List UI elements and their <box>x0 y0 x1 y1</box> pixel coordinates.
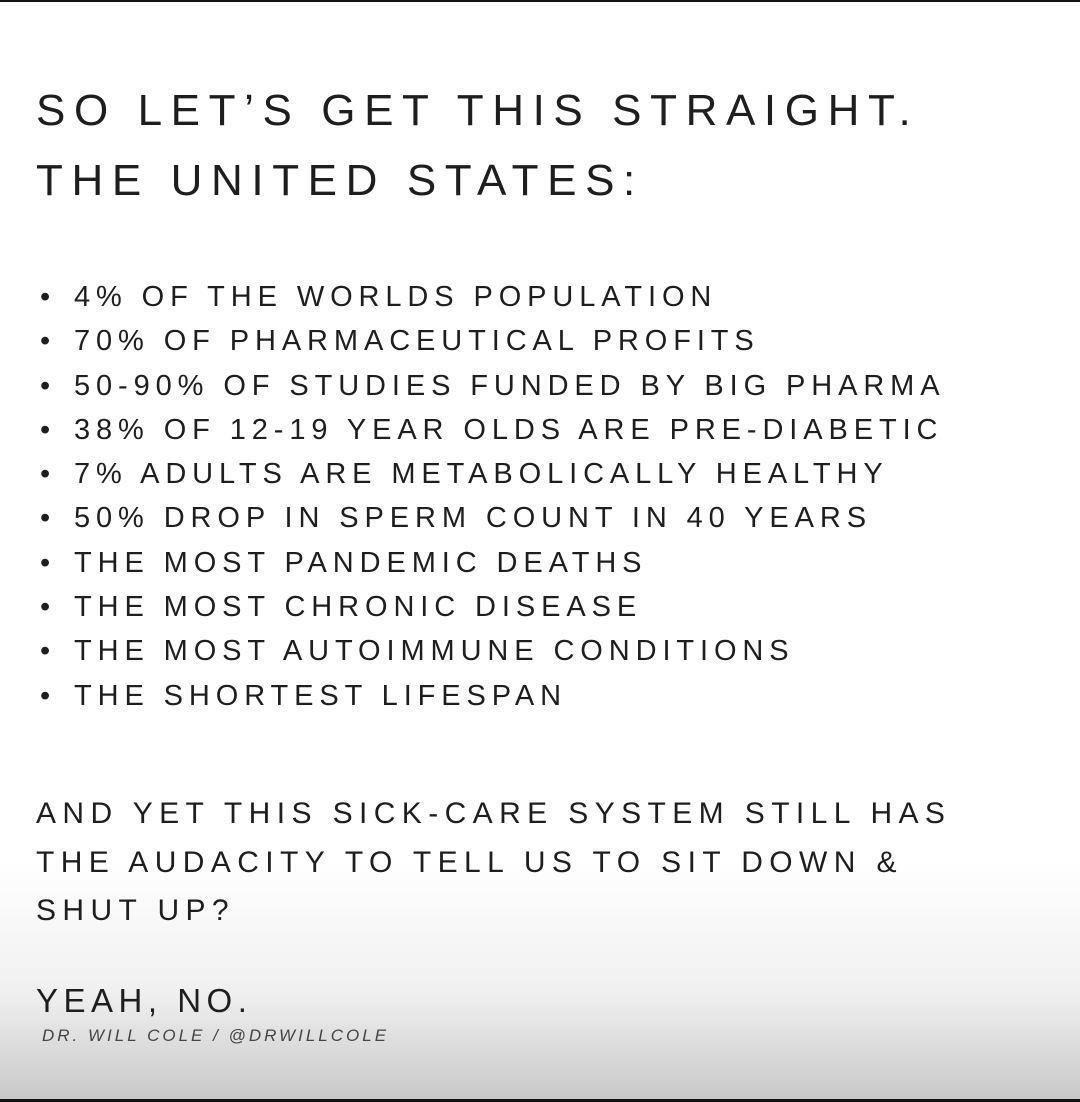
headline-line: SO LET’S GET THIS STRAIGHT. <box>36 86 920 135</box>
bullet-icon: • <box>40 635 51 668</box>
bullet-icon: • <box>40 502 51 535</box>
list-item-text: 38% OF 12-19 YEAR OLDS ARE PRE-DIABETIC <box>74 413 944 446</box>
closing-statement: YEAH, NO. <box>36 982 253 1019</box>
paragraph-line: SHUT UP? <box>36 894 236 927</box>
list-item: • 50-90% OF STUDIES FUNDED BY BIG PHARMA <box>40 364 945 408</box>
headline-line: THE UNITED STATES: <box>36 156 644 205</box>
fact-list: • 4% OF THE WORLDS POPULATION • 70% OF PHAR… <box>40 275 945 718</box>
list-item: • THE MOST CHRONIC DISEASE <box>40 585 945 629</box>
closing-paragraph: AND YET THIS SICK-CARE SYSTEM STILL HAS … <box>36 790 951 936</box>
list-item-text: THE SHORTEST LIFESPAN <box>74 679 567 712</box>
list-item-text: THE MOST CHRONIC DISEASE <box>74 591 643 624</box>
bullet-icon: • <box>40 413 51 446</box>
attribution: DR. WILL COLE / @DRWILLCOLE <box>42 1026 390 1045</box>
bullet-icon: • <box>40 369 51 402</box>
list-item: • 50% DROP IN SPERM COUNT IN 40 YEARS <box>40 496 945 540</box>
bullet-icon: • <box>40 679 51 712</box>
list-item: • 7% ADULTS ARE METABOLICALLY HEALTHY <box>40 452 945 496</box>
bottom-border <box>0 1099 1080 1102</box>
list-item-text: THE MOST PANDEMIC DEATHS <box>74 546 648 579</box>
list-item-text: 4% OF THE WORLDS POPULATION <box>74 281 718 313</box>
list-item-text: 50-90% OF STUDIES FUNDED BY BIG PHARMA <box>74 369 946 402</box>
headline: SO LET’S GET THIS STRAIGHT. THE UNITED S… <box>36 76 919 216</box>
list-item-text: THE MOST AUTOIMMUNE CONDITIONS <box>74 635 795 668</box>
list-item: • THE SHORTEST LIFESPAN <box>40 674 945 718</box>
bullet-icon: • <box>40 281 51 313</box>
list-item-text: 50% DROP IN SPERM COUNT IN 40 YEARS <box>74 502 872 535</box>
bullet-icon: • <box>40 325 51 358</box>
paragraph-line: THE AUDACITY TO TELL US TO SIT DOWN & <box>36 845 903 879</box>
list-item: • 70% OF PHARMACEUTICAL PROFITS <box>40 319 945 363</box>
list-item: • 4% OF THE WORLDS POPULATION <box>40 275 945 319</box>
list-item: • THE MOST PANDEMIC DEATHS <box>40 541 945 585</box>
paragraph-line: AND YET THIS SICK-CARE SYSTEM STILL HAS <box>36 797 952 830</box>
list-item-text: 70% OF PHARMACEUTICAL PROFITS <box>74 325 760 358</box>
list-item-text: 7% ADULTS ARE METABOLICALLY HEALTHY <box>74 458 889 491</box>
list-item: • THE MOST AUTOIMMUNE CONDITIONS <box>40 629 945 673</box>
bullet-icon: • <box>40 546 51 579</box>
list-item: • 38% OF 12-19 YEAR OLDS ARE PRE-DIABETIC <box>40 408 945 452</box>
bullet-icon: • <box>40 458 51 491</box>
top-border <box>0 0 1080 2</box>
bullet-icon: • <box>40 591 51 624</box>
